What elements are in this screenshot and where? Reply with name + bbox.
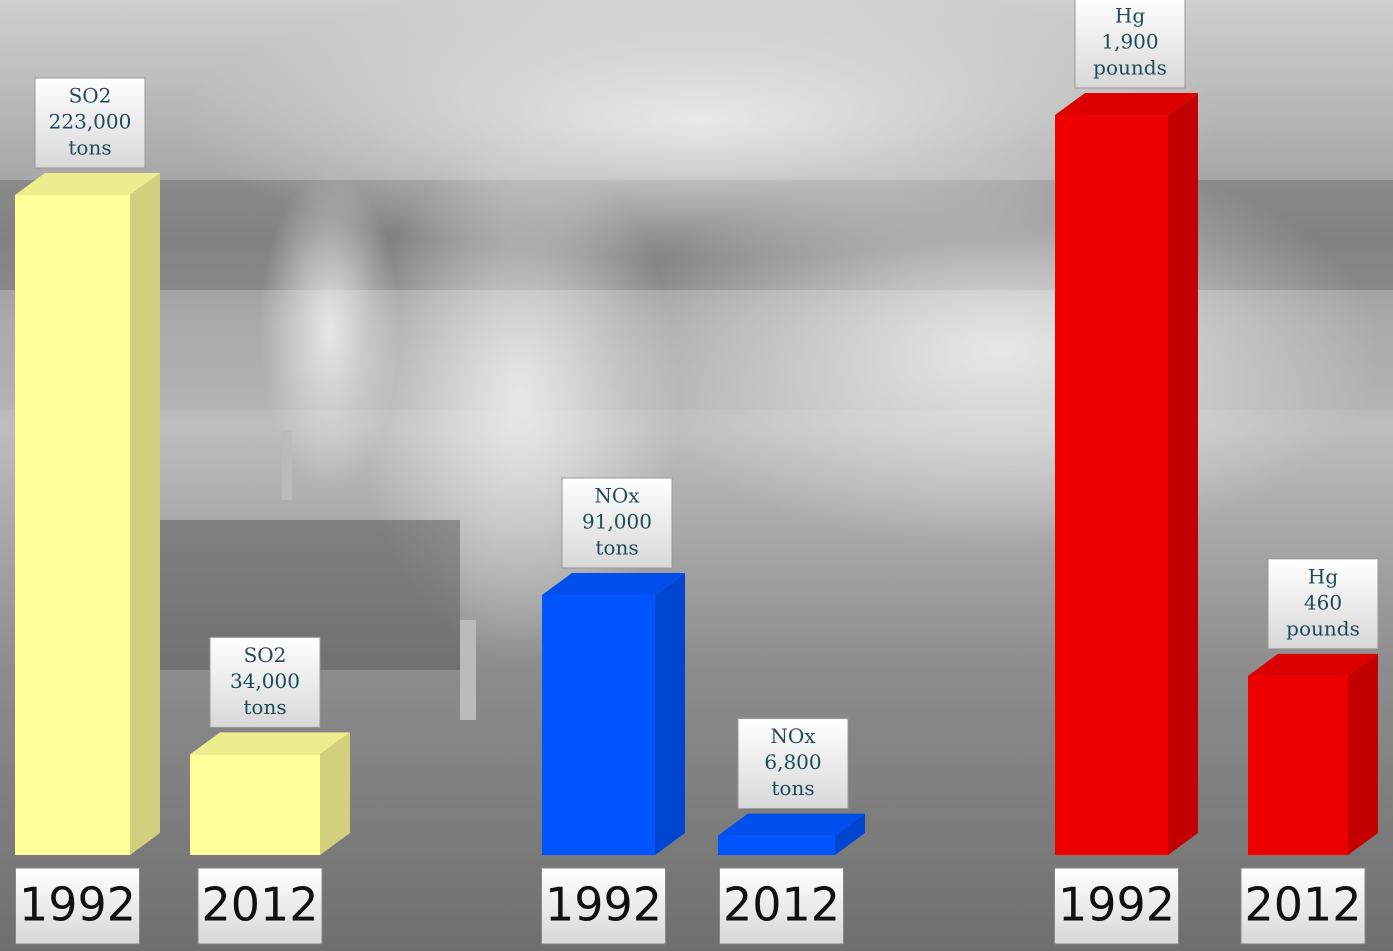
bar	[1248, 676, 1348, 855]
unit-label: tons	[243, 695, 286, 719]
bar-side	[1348, 654, 1378, 855]
smokestack	[460, 620, 476, 720]
x-tick-label: 2012	[1244, 878, 1361, 932]
bar	[190, 754, 320, 855]
unit-label: tons	[595, 536, 638, 560]
series-name: NOx	[770, 724, 816, 748]
x-tick-label: 1992	[545, 878, 662, 932]
bar-side	[655, 573, 685, 855]
smokestack	[282, 430, 292, 500]
bar	[718, 836, 835, 855]
series-name: NOx	[594, 484, 640, 508]
value-label: 91,000	[582, 510, 652, 534]
value-label: 6,800	[764, 750, 821, 774]
unit-label: tons	[68, 136, 111, 160]
series-name: SO2	[69, 84, 112, 108]
chart: SO2223,000tons1992SO234,000tons2012NOx91…	[0, 0, 1393, 951]
value-label: 460	[1304, 590, 1342, 614]
series-name: SO2	[244, 643, 287, 667]
value-label: 223,000	[49, 110, 132, 134]
bar	[542, 595, 655, 855]
x-tick-label: 2012	[201, 878, 318, 932]
x-tick-label: 2012	[723, 878, 840, 932]
series-name: Hg	[1115, 4, 1145, 28]
value-label: 1,900	[1101, 30, 1158, 54]
series-name: Hg	[1308, 564, 1338, 588]
bar	[15, 195, 130, 855]
unit-label: pounds	[1286, 616, 1360, 640]
x-tick-label: 1992	[19, 878, 136, 932]
smoke	[620, 150, 1380, 550]
x-tick-label: 1992	[1058, 878, 1175, 932]
value-label: 34,000	[230, 669, 300, 693]
unit-label: pounds	[1093, 56, 1167, 80]
unit-label: tons	[771, 776, 814, 800]
bar-side	[1168, 93, 1198, 855]
bar	[1055, 115, 1168, 855]
bar-side	[130, 173, 160, 855]
smoke	[260, 170, 400, 490]
